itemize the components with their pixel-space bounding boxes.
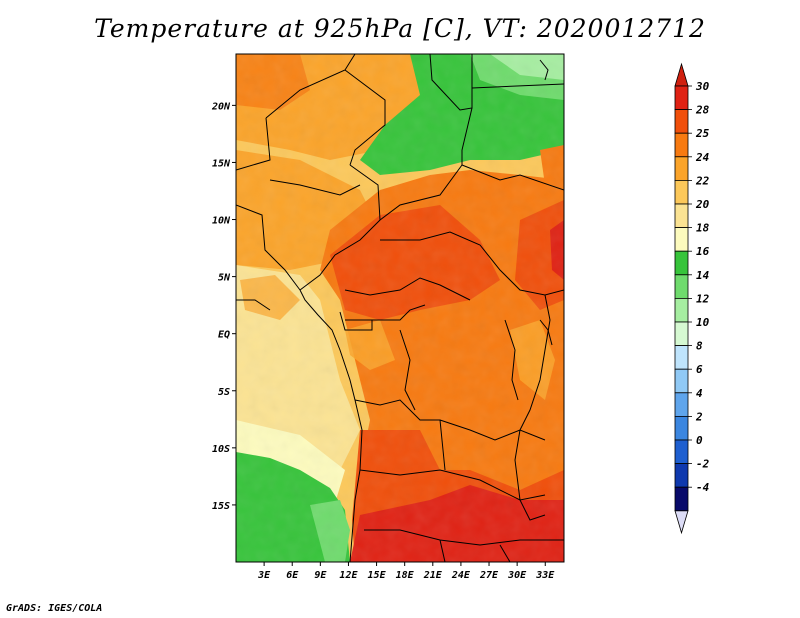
colorbar-swatch [674,463,689,488]
lon-tick-label: 30E [507,570,527,581]
colorbar-label: 18 [696,222,710,235]
colorbar-swatch [674,203,689,229]
lat-tick-label: 10S [212,444,230,455]
colorbar-swatch [674,439,689,465]
colorbar-label: 20 [695,198,710,211]
colorbar-swatch [674,250,689,276]
lon-tick-label: 15E [368,570,387,581]
lat-tick-label: 15S [212,501,230,512]
map-frame [235,53,565,563]
colorbar-label: 14 [696,269,710,282]
lon-tick-label: 33E [535,570,555,581]
colorbar-swatch [674,368,689,394]
colorbar-swatch [674,132,689,158]
map-title: Temperature at 925hPa [C], VT: 202001271… [94,14,706,43]
colorbar-swatch [674,392,689,417]
lon-tick-label: 21E [423,570,443,581]
colorbar-label: 2 [695,410,703,423]
lat-tick-label: 10N [212,216,231,227]
colorbar-label: 0 [696,434,703,447]
lat-tick-label: 5S [218,387,230,398]
lon-tick-label: 12E [339,570,358,581]
colorbar-label: 6 [696,363,703,376]
lon-tick-label: 3E [257,570,271,581]
colorbar-label: 25 [695,127,710,140]
colorbar-label: 16 [696,245,710,258]
colorbar-label: -2 [696,458,710,471]
lon-tick-label: 27E [479,570,499,581]
colorbar-label: 28 [695,104,710,117]
colorbar-swatch [674,109,689,134]
lat-tick-label: 5N [218,273,231,284]
colorbar-swatch [674,274,689,299]
grads-credit: GrADS: IGES/COLA [6,603,103,614]
lat-tick-label: EQ [218,330,230,341]
longitude-axis: 3E 6E 9E 12E 15E 18E 21E 24E 27E 30E 33E [257,562,555,581]
temperature-field [236,54,564,562]
colorbar-swatch [674,321,689,347]
lon-tick-label: 9E [314,570,327,581]
colorbar-swatch [674,85,689,111]
colorbar-high-arrow [674,62,689,87]
colorbar-label: 24 [695,151,710,164]
lon-tick-label: 24E [451,570,471,581]
lat-tick-label: 20N [211,101,231,112]
colorbar-label: 8 [696,340,703,353]
colorbar-swatch [674,156,689,181]
colorbar-swatch [674,486,689,512]
colorbar-low-arrow [674,510,689,535]
colorbar-swatch [674,297,689,323]
lat-tick-label: 15N [212,158,231,169]
country-borders [236,54,564,562]
lon-tick-label: 18E [396,570,415,581]
colorbar-label: 22 [695,174,710,187]
colorbar-label: 30 [695,80,710,93]
colorbar-swatch [674,345,689,370]
colorbar-label: 10 [696,316,710,329]
colorbar-swatch [674,227,689,252]
latitude-axis: 20N 15N 10N 5N EQ 5S 10S 15S [211,101,236,512]
colorbar-label: 4 [696,387,703,400]
lon-tick-label: 6E [286,570,299,581]
colorbar-swatch [674,415,689,441]
colorbar-swatch [674,179,689,205]
colorbar-label: 12 [696,292,710,305]
colorbar-label: -4 [696,481,710,494]
